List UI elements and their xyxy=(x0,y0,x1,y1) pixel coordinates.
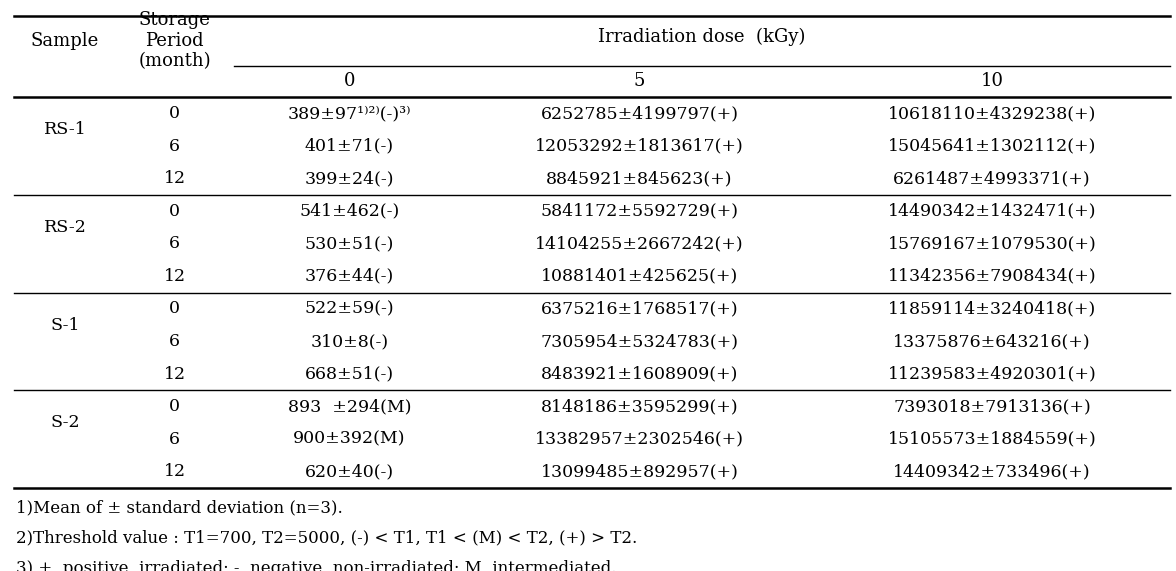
Text: 389±97¹⁾²⁾(-)³⁾: 389±97¹⁾²⁾(-)³⁾ xyxy=(288,105,412,122)
Text: S-1: S-1 xyxy=(51,317,80,333)
Text: 6252785±4199797(+): 6252785±4199797(+) xyxy=(541,105,739,122)
Text: 11342356±7908434(+): 11342356±7908434(+) xyxy=(888,268,1096,285)
Text: Sample: Sample xyxy=(31,32,99,50)
Text: 6: 6 xyxy=(169,431,180,448)
Text: 6: 6 xyxy=(169,235,180,252)
Text: 2)Threshold value : T1=700, T2=5000, (-) < T1, T1 < (M) < T2, (+) > T2.: 2)Threshold value : T1=700, T2=5000, (-)… xyxy=(16,530,637,546)
Text: 7305954±5324783(+): 7305954±5324783(+) xyxy=(541,333,739,350)
Text: 15105573±1884559(+): 15105573±1884559(+) xyxy=(888,431,1096,448)
Text: 15045641±1302112(+): 15045641±1302112(+) xyxy=(888,138,1096,155)
Text: 0: 0 xyxy=(169,203,180,220)
Text: 541±462(-): 541±462(-) xyxy=(299,203,400,220)
Text: 8483921±1608909(+): 8483921±1608909(+) xyxy=(541,365,739,383)
Text: 11859114±3240418(+): 11859114±3240418(+) xyxy=(888,300,1096,317)
Text: 8845921±845623(+): 8845921±845623(+) xyxy=(547,170,733,187)
Text: 15769167±1079530(+): 15769167±1079530(+) xyxy=(888,235,1096,252)
Text: 3) +, positive, irradiated; -, negative, non-irradiated; M, intermediated.: 3) +, positive, irradiated; -, negative,… xyxy=(16,560,617,571)
Text: 893  ±294(M): 893 ±294(M) xyxy=(288,398,412,415)
Text: 5841172±5592729(+): 5841172±5592729(+) xyxy=(541,203,739,220)
Text: 376±44(-): 376±44(-) xyxy=(305,268,394,285)
Text: 668±51(-): 668±51(-) xyxy=(305,365,394,383)
Text: 1)Mean of ± standard deviation (n=3).: 1)Mean of ± standard deviation (n=3). xyxy=(16,500,343,517)
Text: 11239583±4920301(+): 11239583±4920301(+) xyxy=(888,365,1096,383)
Text: 10: 10 xyxy=(981,73,1003,90)
Text: 10881401±425625(+): 10881401±425625(+) xyxy=(541,268,739,285)
Text: 13382957±2302546(+): 13382957±2302546(+) xyxy=(535,431,744,448)
Text: 6375216±1768517(+): 6375216±1768517(+) xyxy=(541,300,739,317)
Text: 399±24(-): 399±24(-) xyxy=(305,170,394,187)
Text: 12: 12 xyxy=(163,170,186,187)
Text: RS-2: RS-2 xyxy=(44,219,86,236)
Text: 12: 12 xyxy=(163,365,186,383)
Text: S-2: S-2 xyxy=(51,415,80,432)
Text: 0: 0 xyxy=(169,398,180,415)
Text: 530±51(-): 530±51(-) xyxy=(305,235,394,252)
Text: 7393018±7913136(+): 7393018±7913136(+) xyxy=(894,398,1091,415)
Text: 12053292±1813617(+): 12053292±1813617(+) xyxy=(535,138,744,155)
Text: 0: 0 xyxy=(169,300,180,317)
Text: 620±40(-): 620±40(-) xyxy=(305,463,394,480)
Text: 12: 12 xyxy=(163,268,186,285)
Text: 14104255±2667242(+): 14104255±2667242(+) xyxy=(535,235,744,252)
Text: 6261487±4993371(+): 6261487±4993371(+) xyxy=(894,170,1091,187)
Text: Storage
Period
(month): Storage Period (month) xyxy=(139,11,212,71)
Text: 8148186±3595299(+): 8148186±3595299(+) xyxy=(541,398,739,415)
Text: 14490342±1432471(+): 14490342±1432471(+) xyxy=(888,203,1096,220)
Text: 13375876±643216(+): 13375876±643216(+) xyxy=(894,333,1091,350)
Text: 13099485±892957(+): 13099485±892957(+) xyxy=(541,463,739,480)
Text: 6: 6 xyxy=(169,138,180,155)
Text: 0: 0 xyxy=(343,73,355,90)
Text: 10618110±4329238(+): 10618110±4329238(+) xyxy=(888,105,1096,122)
Text: Irradiation dose  (kGy): Irradiation dose (kGy) xyxy=(599,27,806,46)
Text: 900±392(M): 900±392(M) xyxy=(293,431,406,448)
Text: 14409342±733496(+): 14409342±733496(+) xyxy=(894,463,1091,480)
Text: 310±8(-): 310±8(-) xyxy=(310,333,388,350)
Text: RS-1: RS-1 xyxy=(44,121,86,138)
Text: 401±71(-): 401±71(-) xyxy=(305,138,394,155)
Text: 6: 6 xyxy=(169,333,180,350)
Text: 522±59(-): 522±59(-) xyxy=(305,300,394,317)
Text: 12: 12 xyxy=(163,463,186,480)
Text: 5: 5 xyxy=(634,73,646,90)
Text: 0: 0 xyxy=(169,105,180,122)
